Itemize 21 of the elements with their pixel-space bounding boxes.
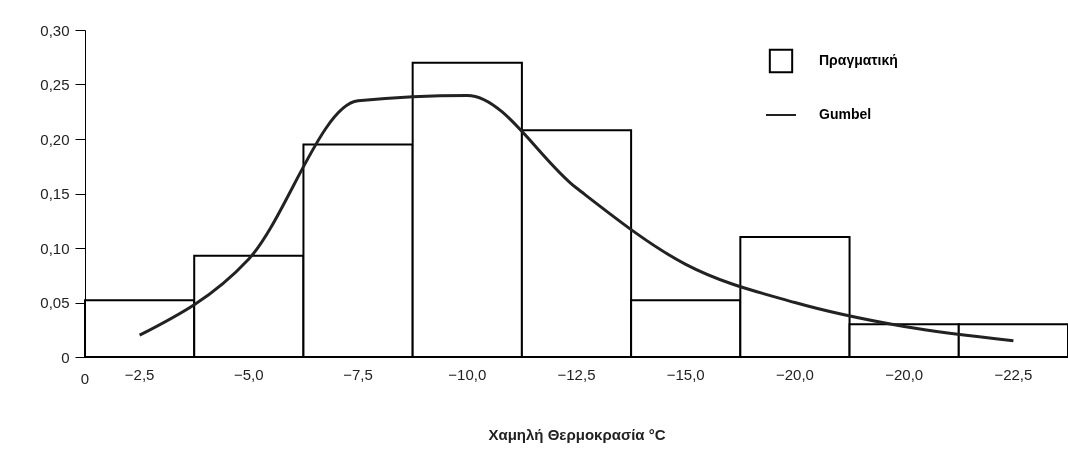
legend-label: Gumbel: [819, 106, 872, 122]
x-tick-label: −22,5: [994, 365, 1033, 383]
x-tick-label: −12,5: [557, 365, 596, 383]
x-tick-label: −2,5: [124, 365, 155, 383]
x-tick-label: −15,0: [666, 365, 705, 383]
y-tick-label: 0,15: [40, 185, 70, 202]
x-tick-label: −20,0: [775, 365, 814, 383]
text: 0: [80, 370, 90, 387]
x-tick-label: −20,0: [885, 365, 924, 383]
line-series: [138, 93, 1015, 343]
y-tick-label: 0,20: [40, 130, 70, 148]
y-tick-label: 0: [61, 348, 70, 366]
y-tick-label: 0,25: [40, 76, 70, 93]
x-tick-label: −5,0: [234, 365, 264, 383]
y-tick-label: 0,05: [40, 294, 70, 311]
legend-label: Πραγματική: [819, 52, 898, 68]
y-tick-label: 0,10: [40, 239, 70, 257]
x-tick-label: −7,5: [343, 365, 373, 383]
x-tick-label: −10,0: [448, 365, 487, 383]
y-tick-label: 0,30: [40, 21, 70, 39]
x-axis-title: Χαμηλή Θερμοκρασία °C: [488, 425, 666, 443]
